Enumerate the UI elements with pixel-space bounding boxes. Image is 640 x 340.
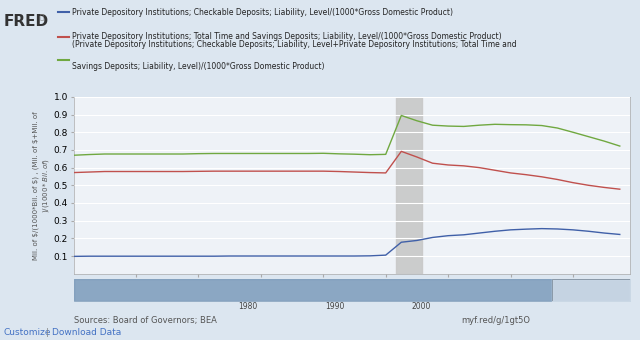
Text: ⬛: ⬛ bbox=[40, 14, 44, 20]
Text: |: | bbox=[46, 328, 49, 337]
Text: myf.red/g/1gt5O: myf.red/g/1gt5O bbox=[461, 316, 530, 325]
Text: Private Depository Institutions; Checkable Deposits; Liability, Level/(1000*Gros: Private Depository Institutions; Checkab… bbox=[72, 7, 452, 17]
Text: Sources: Board of Governors; BEA: Sources: Board of Governors; BEA bbox=[74, 316, 216, 325]
Text: FRED: FRED bbox=[3, 14, 49, 29]
Text: Customize: Customize bbox=[3, 328, 51, 337]
Bar bbox=[552, 279, 630, 301]
Text: (Private Depository Institutions; Checkable Deposits; Liability, Level+Private D: (Private Depository Institutions; Checka… bbox=[72, 40, 516, 49]
Text: Private Depository Institutions; Total Time and Savings Deposits; Liability, Lev: Private Depository Institutions; Total T… bbox=[72, 32, 501, 41]
Text: Savings Deposits; Liability, Level)/(1000*Gross Domestic Product): Savings Deposits; Liability, Level)/(100… bbox=[72, 63, 324, 71]
Y-axis label: Mil. of $/(1000*Bil. of $) , (Mil. of $+Mil. of
$)/(1000*Bil. of $): Mil. of $/(1000*Bil. of $) , (Mil. of $+… bbox=[33, 111, 51, 260]
Text: Download Data: Download Data bbox=[52, 328, 122, 337]
Bar bbox=[396, 97, 422, 274]
